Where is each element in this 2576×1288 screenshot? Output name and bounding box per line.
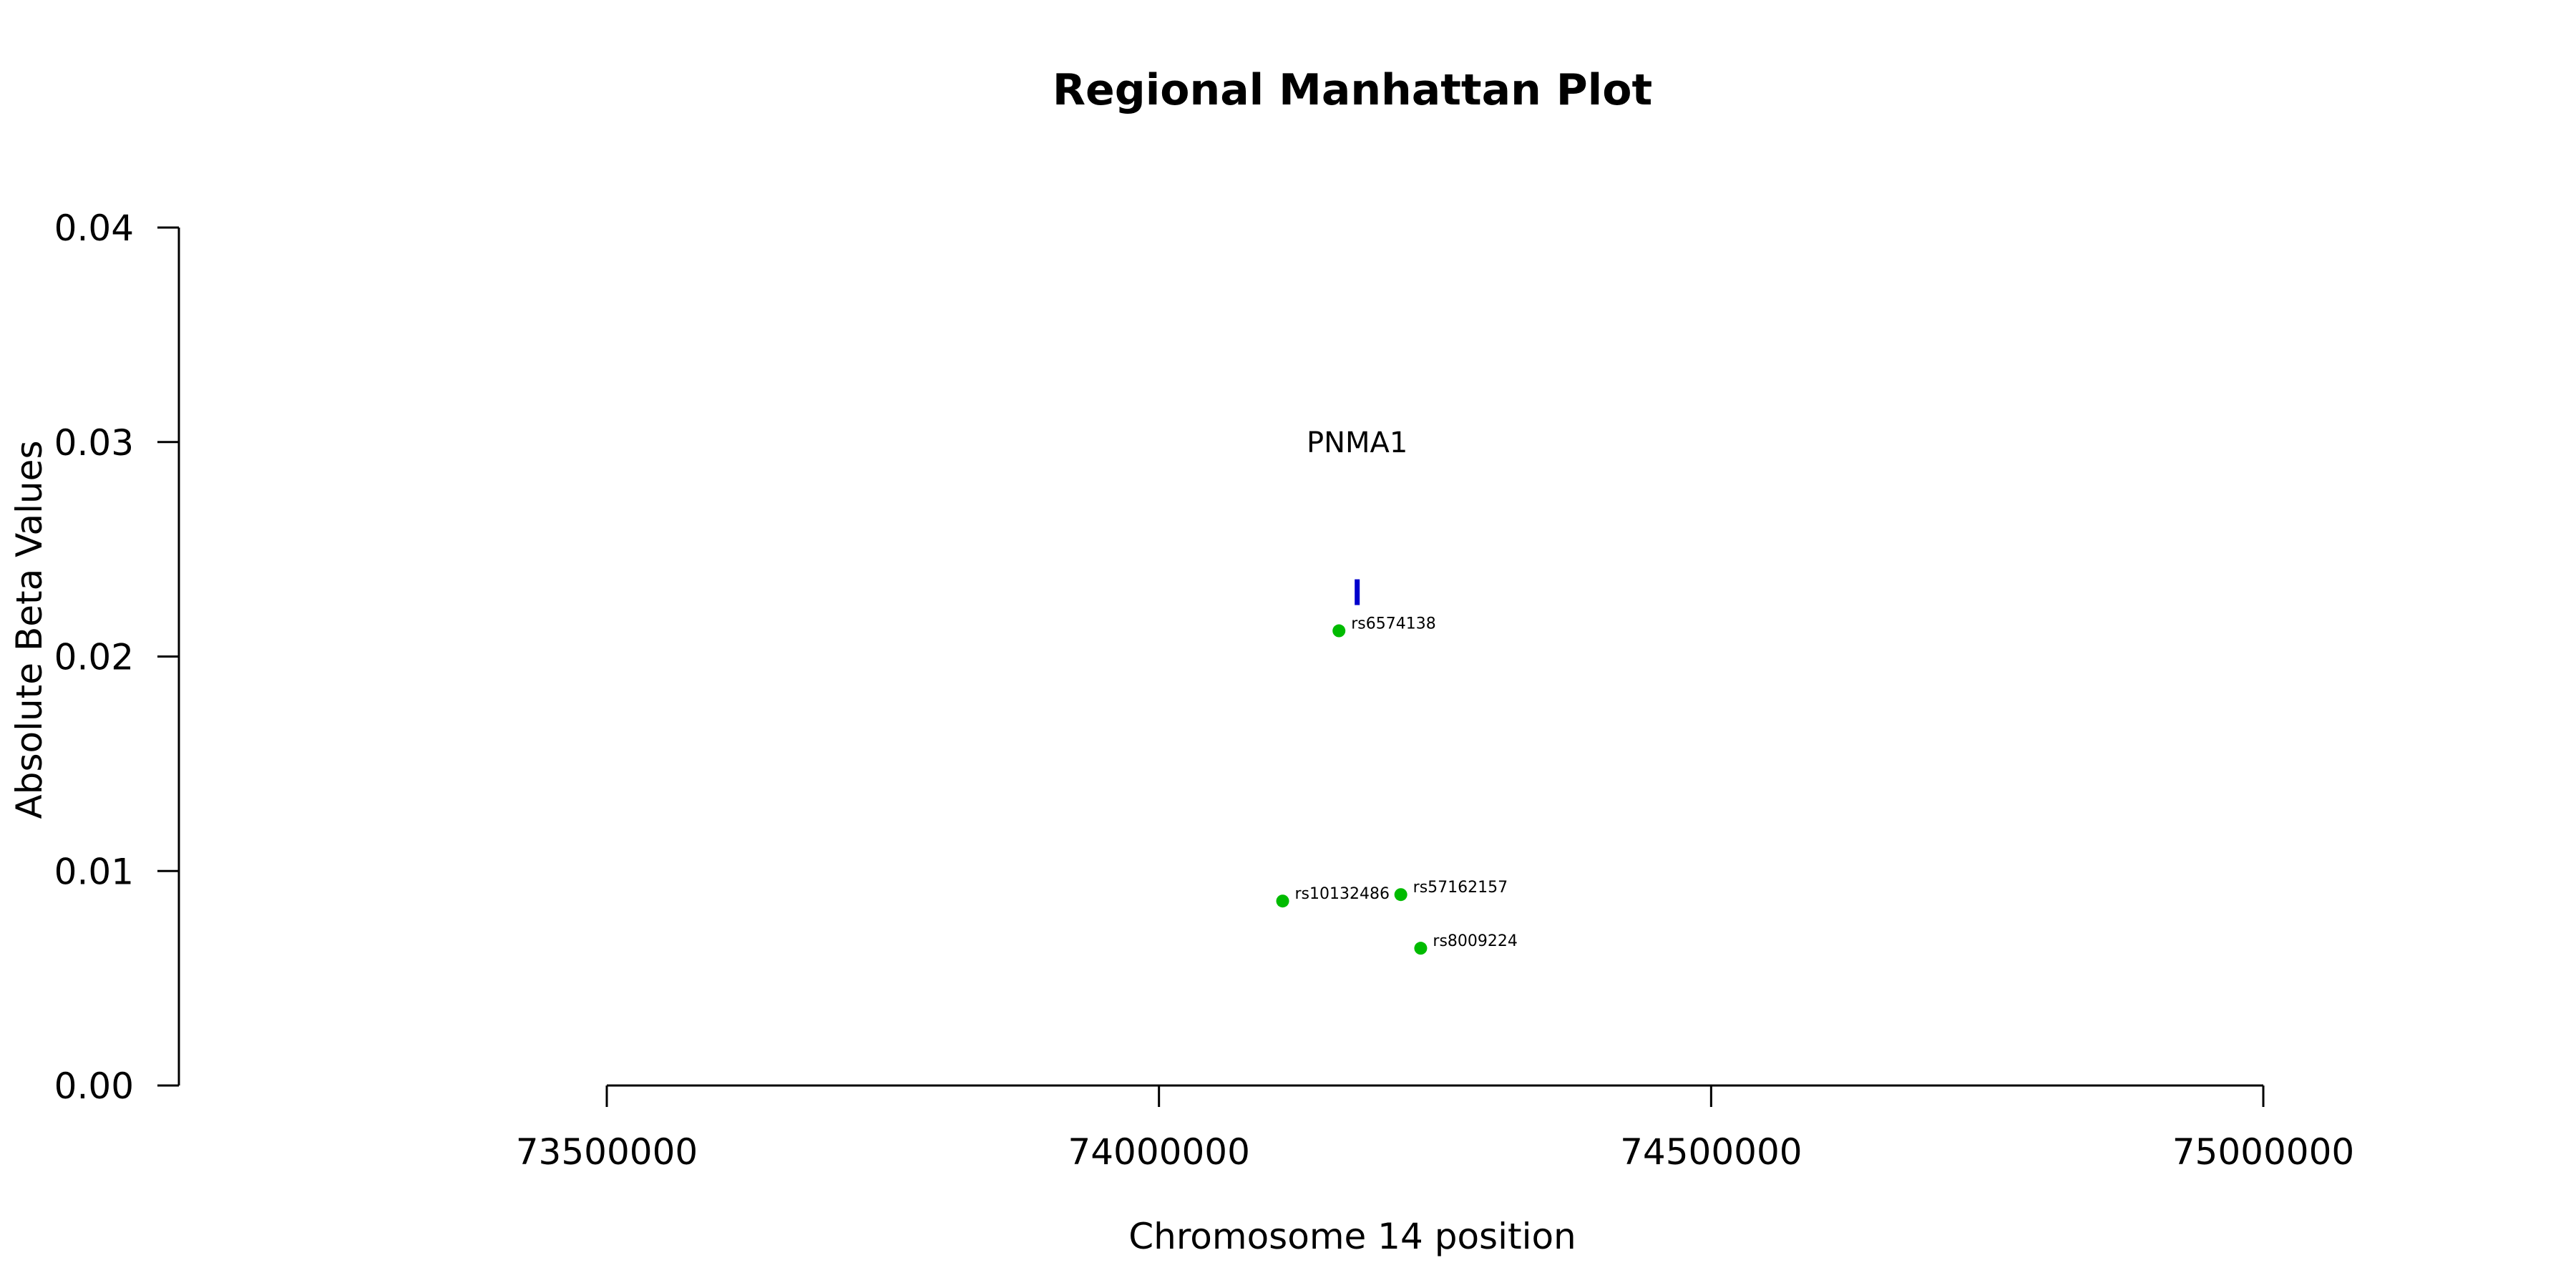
snp-point <box>1394 888 1407 902</box>
snp-label: rs8009224 <box>1433 932 1517 950</box>
x-tick-label: 74500000 <box>1620 1131 1802 1173</box>
y-axis-label: Absolute Beta Values <box>9 441 50 819</box>
y-axis: 0.00 0.01 0.02 0.03 0.04 <box>54 208 180 1107</box>
x-tick-label: 73500000 <box>516 1131 698 1173</box>
x-axis-label: Chromosome 14 position <box>1128 1216 1576 1257</box>
x-tick-label: 75000000 <box>2172 1131 2355 1173</box>
gene-label: PNMA1 <box>1307 426 1407 459</box>
snp-point <box>1332 624 1346 638</box>
x-tick-label: 74000000 <box>1068 1131 1250 1173</box>
y-tick-label: 0.00 <box>54 1065 134 1107</box>
chart-title: Regional Manhattan Plot <box>1053 65 1652 115</box>
snp-point <box>1276 894 1289 908</box>
snp-label: rs10132486 <box>1295 885 1390 903</box>
y-tick-label: 0.01 <box>54 851 134 892</box>
snp-points: rs6574138 rs10132486 rs57162157 rs8009224 <box>1276 615 1518 955</box>
snp-label: rs57162157 <box>1413 879 1508 897</box>
gene-track: PNMA1 <box>1307 426 1407 605</box>
y-tick-label: 0.04 <box>54 208 134 249</box>
gene-bar <box>1355 579 1360 605</box>
y-tick-label: 0.03 <box>54 422 134 464</box>
snp-point <box>1414 942 1428 955</box>
x-axis: 73500000 74000000 74500000 75000000 <box>516 1084 2355 1173</box>
snp-label: rs6574138 <box>1351 615 1436 633</box>
y-tick-label: 0.02 <box>54 637 134 678</box>
